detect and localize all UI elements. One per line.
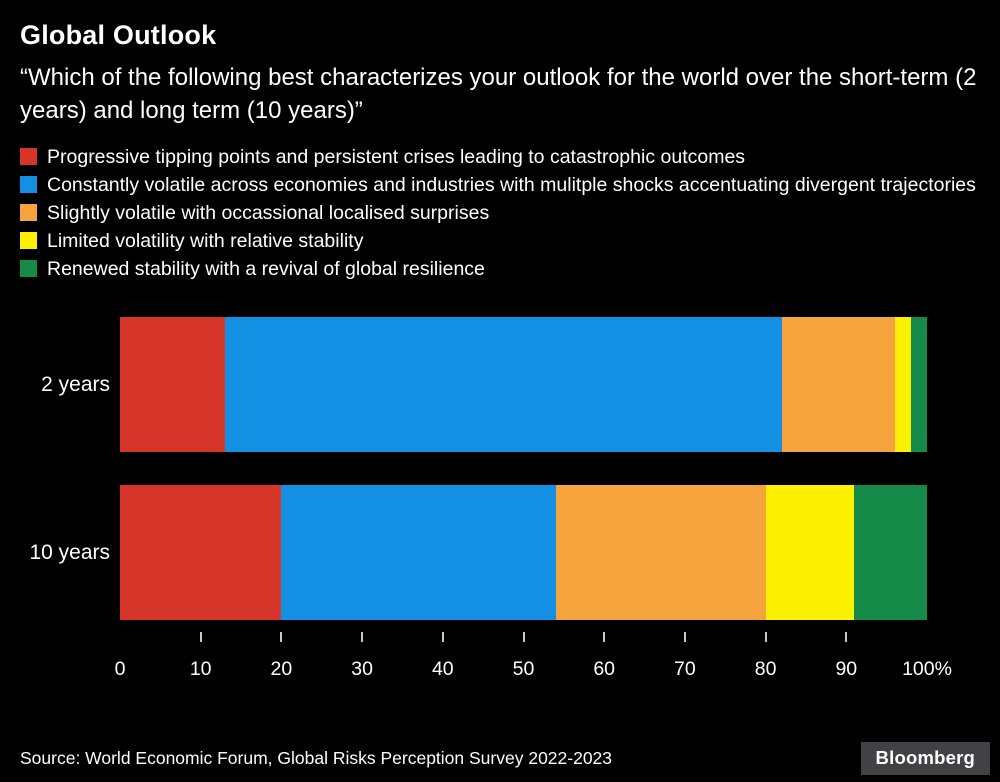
page-title: Global Outlook — [20, 20, 217, 50]
category-label: 2 years — [41, 372, 110, 396]
legend-label: Progressive tipping points and persisten… — [47, 146, 746, 168]
legend-item: Progressive tipping points and persisten… — [20, 143, 980, 171]
legend-item: Limited volatility with relative stabili… — [20, 227, 980, 255]
axis-tick-label: 0 — [114, 658, 126, 680]
chart-row: 10 years — [20, 485, 980, 620]
chart-row: 2 years — [20, 317, 980, 452]
legend-label: Constantly volatile across economies and… — [47, 174, 976, 196]
axis-tick-label: 90 — [835, 658, 858, 680]
axis-tick-label: 50 — [512, 658, 535, 680]
bar-segment — [555, 485, 766, 620]
axis-tick-label: 70 — [674, 658, 696, 680]
legend-label: Renewed stability with a revival of glob… — [47, 258, 485, 280]
axis-tick-label: 60 — [593, 658, 616, 680]
legend: Progressive tipping points and persisten… — [20, 143, 980, 283]
axis-tick-label: 80 — [754, 658, 777, 680]
stacked-bar — [120, 317, 927, 452]
axis-tick-label: 40 — [431, 658, 454, 680]
axis-tick-label: 30 — [351, 658, 373, 680]
stacked-bar-chart: 2 years 10 years 0 10 20 30 40 50 60 70 80 90 100% — [20, 317, 980, 698]
bar-segment — [894, 317, 911, 452]
axis-tick-mark — [683, 632, 686, 642]
bar-segment — [765, 485, 855, 620]
bloomberg-logo: Bloomberg — [860, 742, 990, 775]
axis-tick-label: 100% — [902, 658, 952, 680]
bar-segment — [120, 485, 282, 620]
x-axis: 0 10 20 30 40 50 60 70 80 90 100% — [115, 620, 952, 698]
axis-tick-mark — [522, 632, 525, 642]
source-note: Source: World Economic Forum, Global Ris… — [20, 748, 613, 768]
legend-swatch — [20, 176, 37, 193]
bar-segment — [854, 485, 927, 620]
category-label: 10 years — [29, 540, 110, 564]
legend-swatch — [20, 204, 37, 221]
legend-swatch — [20, 260, 37, 277]
bar-segment — [781, 317, 895, 452]
bar-segment — [224, 317, 782, 452]
axis-tick-mark — [441, 632, 444, 642]
axis-tick-label: 20 — [270, 658, 293, 680]
legend-item: Constantly volatile across economies and… — [20, 171, 980, 199]
axis-tick-mark — [603, 632, 606, 642]
legend-swatch — [20, 148, 37, 165]
bar-segment — [281, 485, 556, 620]
legend-swatch — [20, 232, 37, 249]
axis-tick-mark — [361, 632, 364, 642]
legend-label: Slightly volatile with occassional local… — [47, 202, 490, 224]
axis-tick-mark — [199, 632, 202, 642]
stacked-bar — [120, 485, 927, 620]
axis-tick-label: 10 — [189, 658, 212, 680]
footer: Source: World Economic Forum, Global Ris… — [20, 742, 990, 775]
axis-tick-mark — [845, 632, 848, 642]
chart-rows: 2 years 10 years — [20, 317, 980, 620]
axis-tick-mark — [280, 632, 283, 642]
bar-segment — [120, 317, 225, 452]
chart-subtitle: “Which of the following best characteriz… — [20, 64, 977, 124]
legend-label: Limited volatility with relative stabili… — [47, 230, 364, 252]
bar-segment — [910, 317, 927, 452]
axis-tick-mark — [764, 632, 767, 642]
legend-item: Slightly volatile with occassional local… — [20, 199, 980, 227]
legend-item: Renewed stability with a revival of glob… — [20, 255, 980, 283]
